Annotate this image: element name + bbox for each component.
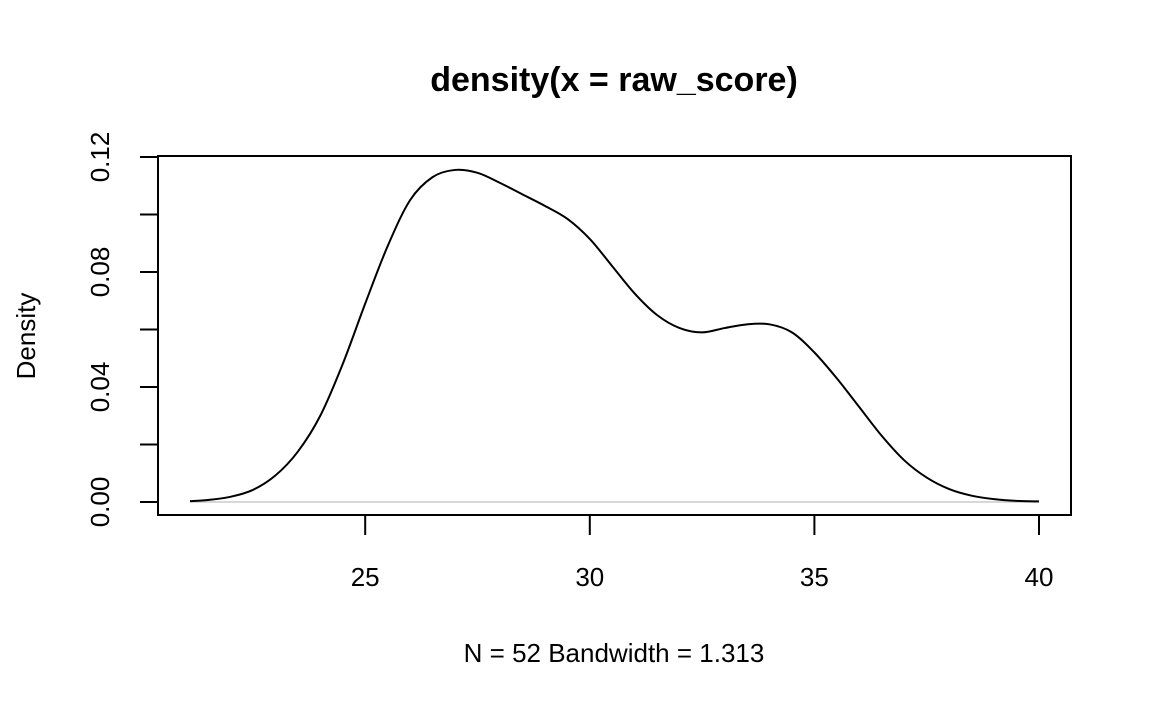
- x-axis-label: N = 52 Bandwidth = 1.313: [464, 638, 765, 668]
- x-tick-label-30: 30: [575, 562, 604, 592]
- x-axis: 25 30 35 40: [351, 515, 1054, 592]
- x-tick-label-40: 40: [1025, 562, 1054, 592]
- y-tick-label-0.00: 0.00: [85, 477, 115, 528]
- y-axis-label: Density: [11, 293, 41, 380]
- density-curve: [189, 168, 1040, 503]
- y-tick-label-0.12: 0.12: [85, 132, 115, 183]
- y-tick-label-0.04: 0.04: [85, 362, 115, 413]
- y-axis: 0.00 0.04 0.08 0.12: [85, 132, 158, 528]
- y-tick-label-0.08: 0.08: [85, 247, 115, 298]
- x-tick-label-35: 35: [800, 562, 829, 592]
- plot-frame: [157, 155, 1072, 516]
- chart-title: density(x = raw_score): [430, 61, 798, 99]
- x-tick-label-25: 25: [351, 562, 380, 592]
